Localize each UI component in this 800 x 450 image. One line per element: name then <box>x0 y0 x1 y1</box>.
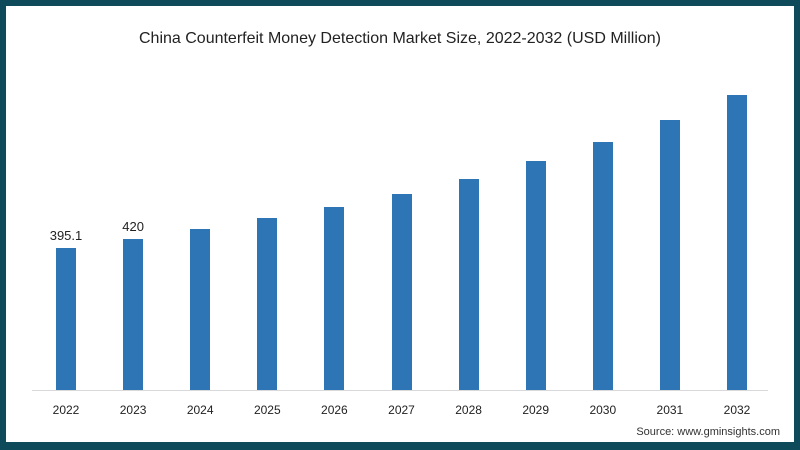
bar-2028 <box>458 179 479 390</box>
bar-2029 <box>525 161 546 390</box>
bar-2031 <box>659 120 680 390</box>
bar-2024 <box>190 229 211 390</box>
x-tick-label: 2024 <box>186 403 214 417</box>
x-tick-label: 2025 <box>253 403 281 417</box>
bar-2030 <box>592 142 613 390</box>
bar-2032 <box>727 95 747 390</box>
bar-2026 <box>324 207 345 390</box>
x-tick-label: 2032 <box>723 403 751 417</box>
bar-2023 <box>123 239 144 390</box>
chart-title: China Counterfeit Money Detection Market… <box>138 30 661 47</box>
bar-2022 <box>56 248 76 390</box>
x-tick-label: 2027 <box>388 403 415 417</box>
x-tick-label: 2028 <box>455 403 482 417</box>
x-tick-label: 2023 <box>119 403 147 417</box>
data-label: 395.1 <box>49 228 83 243</box>
bar-2027 <box>391 194 412 390</box>
bar-2025 <box>257 218 278 390</box>
x-tick-label: 2026 <box>321 403 348 417</box>
source-note: Source: www.gminsights.com <box>636 426 780 438</box>
x-tick-label: 2030 <box>589 403 617 417</box>
x-tick-label: 2022 <box>52 403 80 417</box>
x-tick-label: 2029 <box>522 403 550 417</box>
x-axis-line <box>32 390 768 391</box>
data-label: 420 <box>122 219 144 235</box>
x-tick-label: 2031 <box>656 403 684 417</box>
